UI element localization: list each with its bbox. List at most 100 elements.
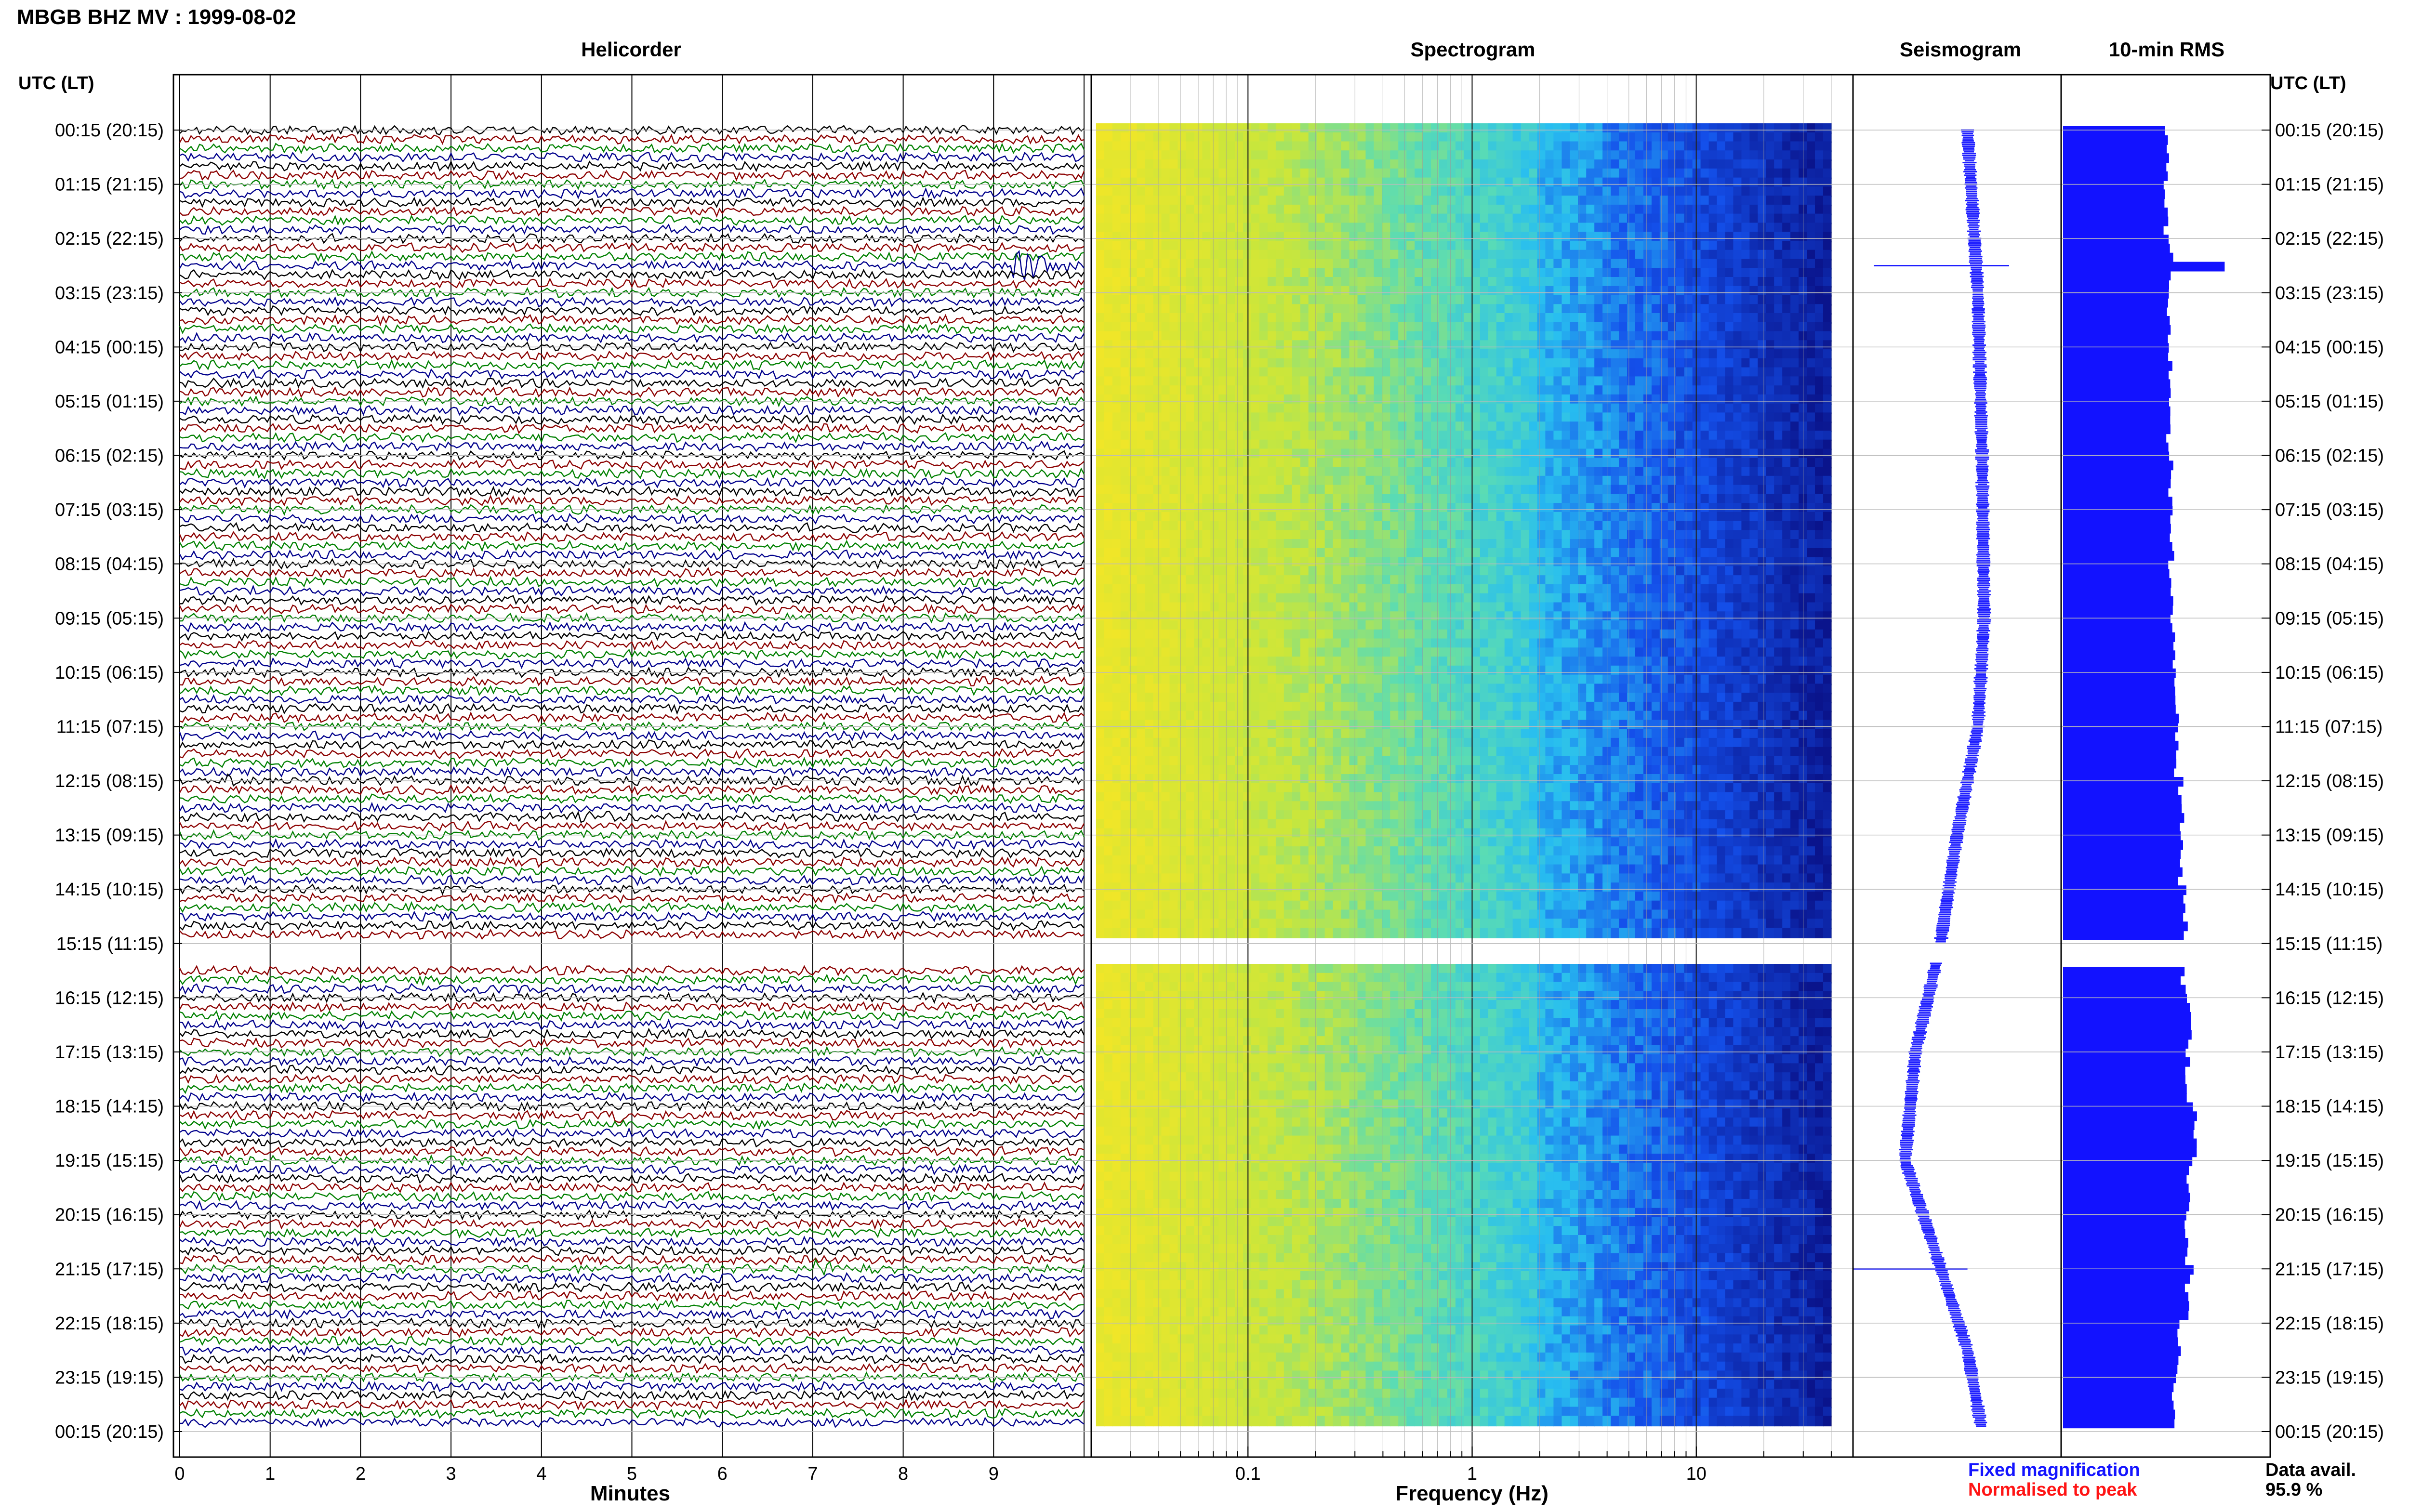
helicorder-trace [179, 1227, 1085, 1239]
spectrogram-cell [1284, 566, 1293, 577]
spectrogram-cell [1169, 557, 1178, 568]
spectrogram-cell [1316, 313, 1325, 324]
spectrogram-cell [1292, 123, 1301, 134]
helicorder-trace [179, 757, 1085, 769]
spectrogram-cell [1406, 268, 1415, 279]
spectrogram-cell [1333, 223, 1342, 234]
spectrogram-cell [1504, 512, 1513, 523]
spectrogram-cell [1799, 467, 1807, 477]
spectrogram-cell [1741, 141, 1750, 152]
spectrogram-cell [1668, 340, 1677, 351]
spectrogram-cell [1545, 412, 1554, 423]
spectrogram-cell [1169, 196, 1178, 207]
spectrogram-cell [1480, 557, 1489, 568]
spectrogram-cell [1627, 376, 1636, 387]
spectrogram-cell [1374, 557, 1383, 568]
spectrogram-cell [1700, 575, 1709, 586]
spectrogram-cell [1480, 340, 1489, 351]
spectrogram-cell [1578, 223, 1587, 234]
spectrogram-cell [1643, 177, 1652, 188]
spectrogram-cell [1398, 593, 1407, 604]
spectrogram-cell [1782, 566, 1791, 577]
helicorder-trace [179, 223, 1085, 236]
spectrogram-cell [1390, 448, 1399, 460]
spectrogram-cell [1504, 475, 1513, 486]
spectrogram-cell [1316, 196, 1325, 207]
spectrogram-cell [1292, 268, 1301, 279]
spectrogram-cell [1594, 485, 1603, 496]
spectrogram-cell [1357, 168, 1366, 179]
spectrogram-cell [1749, 367, 1759, 378]
spectrogram-cell [1700, 566, 1709, 577]
spectrogram-cell [1823, 250, 1832, 261]
spectrogram-cell [1145, 268, 1154, 279]
spectrogram-cell [1504, 376, 1513, 387]
spectrogram-cell [1799, 421, 1807, 433]
spectrogram-cell [1324, 503, 1334, 514]
spectrogram-cell [1398, 196, 1407, 207]
spectrogram-cell [1415, 349, 1423, 360]
spectrogram-cell [1104, 177, 1113, 188]
spectrogram-cell [1406, 313, 1415, 324]
spectrogram-cell [1300, 412, 1309, 423]
spectrogram-cell [1439, 322, 1448, 333]
spectrogram-cell [1161, 557, 1170, 568]
spectrogram-cell [1341, 196, 1350, 207]
spectrogram-cell [1333, 141, 1342, 152]
spectrogram-cell [1480, 503, 1489, 514]
spectrogram-cell [1128, 367, 1138, 378]
spectrogram-cell [1717, 376, 1726, 387]
spectrogram-cell [1324, 439, 1334, 450]
spectrogram-cell [1169, 548, 1178, 559]
spectrogram-cell [1570, 322, 1579, 333]
spectrogram-cell [1186, 367, 1195, 378]
spectrogram-cell [1447, 150, 1456, 161]
spectrogram-cell [1619, 168, 1628, 179]
spectrogram-cell [1365, 277, 1375, 288]
spectrogram-cell [1758, 232, 1767, 243]
spectrogram-cell [1439, 521, 1448, 532]
spectrogram-cell [1447, 204, 1456, 215]
spectrogram-cell [1186, 232, 1195, 243]
spectrogram-cell [1480, 322, 1489, 333]
spectrogram-cell [1496, 467, 1505, 477]
spectrogram-cell [1611, 494, 1619, 505]
spectrogram-cell [1439, 168, 1448, 179]
spectrogram-cell [1521, 421, 1530, 433]
spectrogram-cell [1807, 557, 1815, 568]
spectrogram-cell [1357, 259, 1366, 270]
spectrogram-cell [1758, 566, 1767, 577]
spectrogram-cell [1471, 521, 1481, 532]
spectrogram-cell [1611, 204, 1619, 215]
spectrogram-cell [1455, 485, 1464, 496]
helicorder-trace [179, 612, 1085, 624]
spectrogram-cell [1545, 512, 1554, 523]
spectrogram-cell [1562, 521, 1571, 532]
spectrogram-cell [1292, 204, 1301, 215]
spectrogram-cell [1415, 240, 1423, 251]
spectrogram-cell [1586, 259, 1595, 270]
spectrogram-cell [1218, 204, 1227, 215]
spectrogram-cell [1684, 421, 1693, 433]
spectrogram-cell [1570, 232, 1579, 243]
spectrogram-cell [1823, 177, 1832, 188]
spectrogram-cell [1406, 421, 1415, 433]
spectrogram-cell [1717, 313, 1726, 324]
spectrogram-cell [1790, 250, 1799, 261]
spectrogram-cell [1333, 367, 1342, 378]
spectrogram-cell [1668, 548, 1677, 559]
spectrogram-cell [1488, 168, 1497, 179]
spectrogram-cell [1651, 204, 1660, 215]
spectrogram-cell [1178, 186, 1187, 197]
spectrogram-cell [1284, 475, 1293, 486]
spectrogram-cell [1717, 277, 1726, 288]
spectrogram-cell [1627, 485, 1636, 496]
spectrogram-cell [1562, 494, 1571, 505]
spectrogram-cell [1717, 186, 1726, 197]
spectrogram-cell [1267, 439, 1276, 450]
spectrogram-cell [1447, 394, 1456, 405]
spectrogram-cell [1316, 123, 1325, 134]
spectrogram-cell [1463, 485, 1472, 496]
helicorder-trace [179, 494, 1085, 507]
spectrogram-cell [1382, 421, 1391, 433]
